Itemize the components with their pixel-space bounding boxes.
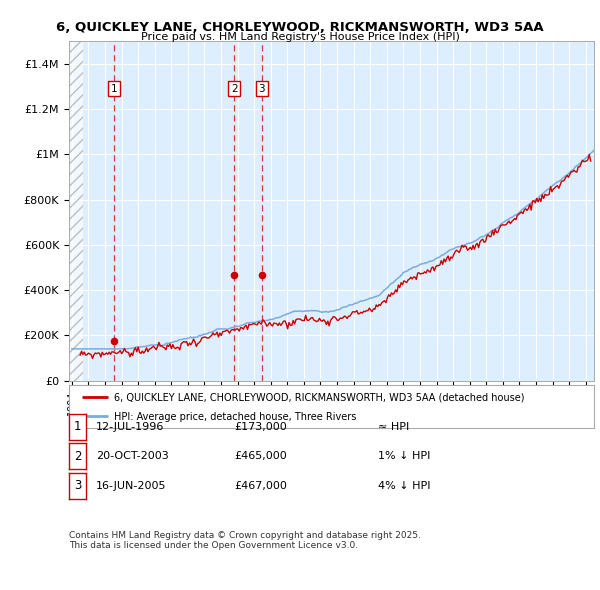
Text: Contains HM Land Registry data © Crown copyright and database right 2025.: Contains HM Land Registry data © Crown c… [69,531,421,540]
Text: 2: 2 [231,84,238,94]
Text: ≈ HPI: ≈ HPI [378,422,409,431]
Text: 3: 3 [259,84,265,94]
Text: 20-OCT-2003: 20-OCT-2003 [96,451,169,461]
Text: 6, QUICKLEY LANE, CHORLEYWOOD, RICKMANSWORTH, WD3 5AA: 6, QUICKLEY LANE, CHORLEYWOOD, RICKMANSW… [56,21,544,34]
Text: This data is licensed under the Open Government Licence v3.0.: This data is licensed under the Open Gov… [69,541,358,550]
Text: 1: 1 [110,84,117,94]
Text: 2: 2 [74,450,81,463]
Text: £173,000: £173,000 [234,422,287,431]
Text: 4% ↓ HPI: 4% ↓ HPI [378,481,431,490]
Text: £465,000: £465,000 [234,451,287,461]
Text: 1: 1 [74,420,81,433]
Text: 3: 3 [74,479,81,492]
Text: 12-JUL-1996: 12-JUL-1996 [96,422,164,431]
Text: 16-JUN-2005: 16-JUN-2005 [96,481,167,490]
Text: HPI: Average price, detached house, Three Rivers: HPI: Average price, detached house, Thre… [113,412,356,422]
Bar [69,41,83,381]
Text: 6, QUICKLEY LANE, CHORLEYWOOD, RICKMANSWORTH, WD3 5AA (detached house): 6, QUICKLEY LANE, CHORLEYWOOD, RICKMANSW… [113,392,524,402]
Text: Price paid vs. HM Land Registry's House Price Index (HPI): Price paid vs. HM Land Registry's House … [140,32,460,42]
Text: 1% ↓ HPI: 1% ↓ HPI [378,451,430,461]
Text: £467,000: £467,000 [234,481,287,490]
